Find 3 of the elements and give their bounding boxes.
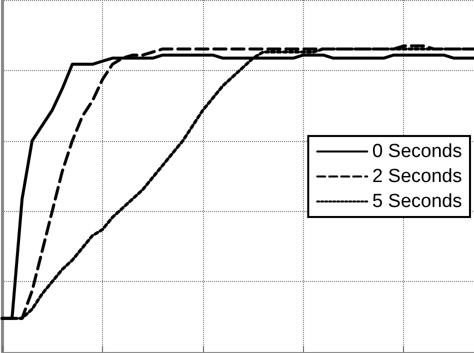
legend-label: 2 Seconds: [372, 166, 462, 187]
legend-label: 0 Seconds: [372, 141, 462, 162]
legend-label: 5 Seconds: [372, 191, 462, 212]
